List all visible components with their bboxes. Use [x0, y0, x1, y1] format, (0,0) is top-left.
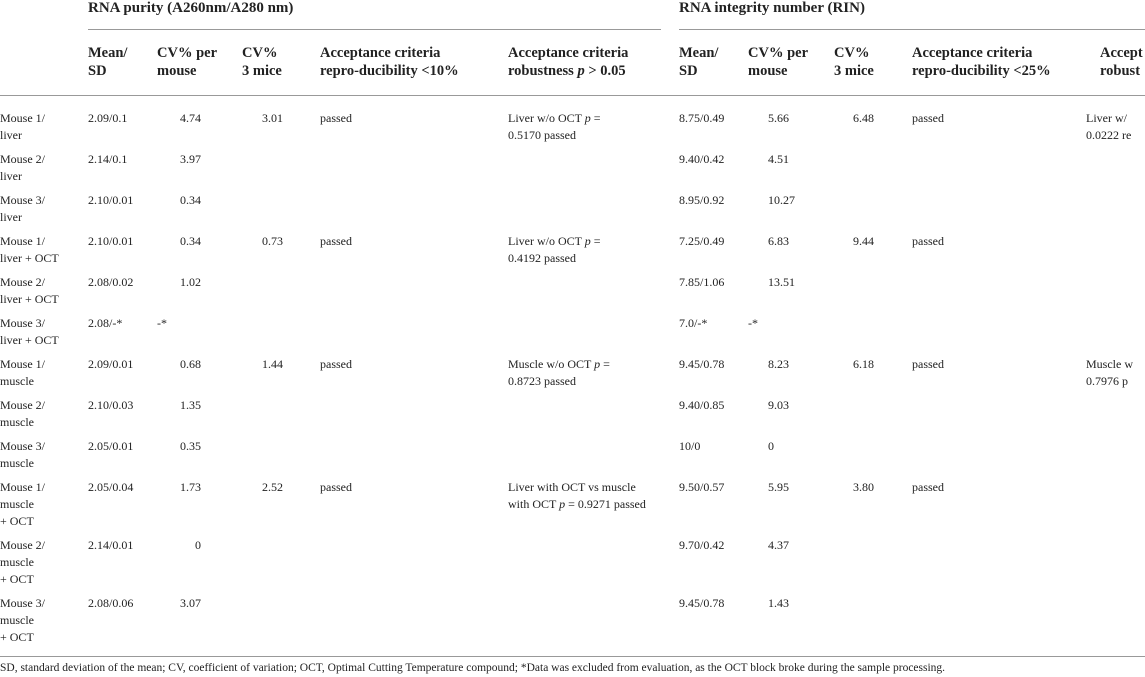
table-cell-p-cv3: 1.44: [262, 357, 283, 371]
col-header-mean-sd-purity: Mean/SD: [88, 45, 128, 79]
table-cell-r-mean: 8.75/0.49: [679, 111, 725, 125]
table-cell-r-cv: 6.83: [768, 234, 789, 248]
table-cell-r-cv: 5.66: [768, 111, 789, 125]
table-cell-p-robust: Liver w/o OCT p = 0.4192 passed: [508, 234, 601, 265]
table-cell-p-mean: 2.10/0.01: [88, 193, 134, 207]
group-title-rna-purity: RNA purity (A260nm/A280 nm): [88, 0, 294, 16]
table-cell-p-mean: 2.10/0.03: [88, 398, 134, 412]
table-cell-r-repro: passed: [912, 234, 944, 248]
table-cell-r-robust: Muscle w 0.7976 p: [1086, 357, 1133, 388]
table-cell-p-cv: 0.68: [180, 357, 201, 371]
col-header-acc-repro-10: Acceptance criteria repro-ducibility <10%: [320, 45, 459, 79]
table-cell-r-repro: passed: [912, 357, 944, 371]
table-cell-label: Mouse 3/liver + OCT: [0, 316, 59, 347]
table-cell-r-cv: 13.51: [768, 275, 795, 289]
table-cell-r-mean: 7.25/0.49: [679, 234, 725, 248]
col-header-cv-per-mouse-purity: CV% per mouse: [157, 45, 218, 79]
table-cell-r-mean: 9.45/0.78: [679, 357, 725, 371]
col-header-cv-per-mouse-rin: CV% per mouse: [748, 45, 809, 79]
group-rule-rin: [679, 29, 1145, 30]
table-cell-p-robust: Liver w/o OCT p = 0.5170 passed: [508, 111, 601, 142]
table-cell-r-cv: 1.43: [768, 596, 789, 610]
table-cell-r-cv: 5.95: [768, 480, 789, 494]
table-cell-label: Mouse 1/liver: [0, 111, 45, 142]
table-cell-r-repro: passed: [912, 111, 944, 125]
table-cell-r-cv: 10.27: [768, 193, 795, 207]
table-cell-p-mean: 2.08/0.06: [88, 596, 134, 610]
table-cell-p-repro: passed: [320, 357, 352, 371]
table-cell-label: Mouse 3/muscle + OCT: [0, 596, 45, 644]
table-cell-label: Mouse 1/muscle: [0, 357, 45, 388]
table-cell-p-robust: Muscle w/o OCT p = 0.8723 passed: [508, 357, 610, 388]
table-cell-r-cv: 4.51: [768, 152, 789, 166]
table-cell-r-cv3: 9.44: [853, 234, 874, 248]
table-cell-r-cv: 0: [768, 439, 774, 453]
table-cell-p-cv3: 2.52: [262, 480, 283, 494]
table-cell-r-cv3: 3.80: [853, 480, 874, 494]
table-cell-r-cv3: 6.48: [853, 111, 874, 125]
table-cell-p-cv: 1.35: [180, 398, 201, 412]
col-header-cv-3mice-purity: CV% 3 mice: [242, 45, 282, 79]
table-cell-p-repro: passed: [320, 111, 352, 125]
table-cell-p-robust: Liver with OCT vs muscle with OCT p = 0.9…: [508, 480, 646, 511]
table-cell-p-mean: 2.05/0.04: [88, 480, 134, 494]
table-cell-r-mean: 7.85/1.06: [679, 275, 725, 289]
table-cell-p-mean: 2.09/0.01: [88, 357, 134, 371]
table-cell-p-cv: 0.34: [180, 193, 201, 207]
table-cell-r-mean: 7.0/-*: [679, 316, 708, 330]
table-cell-p-cv: 1.73: [180, 480, 201, 494]
table-cell-p-mean: 2.14/0.01: [88, 538, 134, 552]
table-cell-r-mean: 9.50/0.57: [679, 480, 725, 494]
col-header-acc-repro-25: Acceptance criteria repro-ducibility <25%: [912, 45, 1051, 79]
bottom-rule: [0, 656, 1145, 657]
table-cell-r-mean: 9.40/0.42: [679, 152, 725, 166]
table-cell-p-cv: 3.97: [180, 152, 201, 166]
table-cell-label: Mouse 3/muscle: [0, 439, 45, 470]
table-cell-p-cv: 0: [195, 538, 201, 552]
table-cell-p-mean: 2.08/0.02: [88, 275, 134, 289]
header-rule: [0, 95, 1145, 96]
col-header-mean-sd-rin: Mean/SD: [679, 45, 719, 79]
col-header-acc-robust-rin: Accept robust: [1100, 45, 1143, 79]
table-cell-r-mean: 10/0: [679, 439, 701, 453]
table-cell-r-cv3: 6.18: [853, 357, 874, 371]
table-cell-p-mean: 2.09/0.1: [88, 111, 128, 125]
table-cell-r-mean: 9.45/0.78: [679, 596, 725, 610]
table-cell-r-cv: 8.23: [768, 357, 789, 371]
table-cell-p-mean: 2.14/0.1: [88, 152, 128, 166]
table-cell-p-cv: 1.02: [180, 275, 201, 289]
group-rule-purity: [88, 29, 661, 30]
table-cell-r-mean: 9.70/0.42: [679, 538, 725, 552]
table-footnote: SD, standard deviation of the mean; CV, …: [0, 662, 946, 674]
table-cell-r-cv: 4.37: [768, 538, 789, 552]
table-cell-r-mean: 9.40/0.85: [679, 398, 725, 412]
table-cell-p-repro: passed: [320, 234, 352, 248]
table-cell-r-cv: -*: [748, 316, 758, 330]
group-title-rna-integrity: RNA integrity number (RIN): [679, 0, 865, 16]
table-cell-p-cv: 0.35: [180, 439, 201, 453]
table-cell-p-cv: 4.74: [180, 111, 201, 125]
table-cell-label: Mouse 1/liver + OCT: [0, 234, 59, 265]
table-cell-p-repro: passed: [320, 480, 352, 494]
table-cell-label: Mouse 1/muscle + OCT: [0, 480, 45, 528]
table-cell-p-cv: 3.07: [180, 596, 201, 610]
table-cell-p-cv: 0.34: [180, 234, 201, 248]
table-cell-p-mean: 2.08/-*: [88, 316, 123, 330]
table-cell-p-cv3: 0.73: [262, 234, 283, 248]
table-cell-label: Mouse 2/muscle + OCT: [0, 538, 45, 586]
table-cell-r-repro: passed: [912, 480, 944, 494]
table-cell-r-cv: 9.03: [768, 398, 789, 412]
table-cell-p-cv3: 3.01: [262, 111, 283, 125]
table-cell-p-mean: 2.10/0.01: [88, 234, 134, 248]
table-cell-p-mean: 2.05/0.01: [88, 439, 134, 453]
table-cell-p-cv: -*: [157, 316, 167, 330]
table-cell-label: Mouse 2/liver + OCT: [0, 275, 59, 306]
table-cell-label: Mouse 3/liver: [0, 193, 45, 224]
col-header-cv-3mice-rin: CV% 3 mice: [834, 45, 874, 79]
table-cell-r-robust: Liver w/0.0222 re: [1086, 111, 1132, 142]
table-cell-label: Mouse 2/muscle: [0, 398, 45, 429]
col-header-acc-robust-purity: Acceptance criteria robustness p > 0.05: [508, 45, 629, 79]
table-cell-r-mean: 8.95/0.92: [679, 193, 725, 207]
table-cell-label: Mouse 2/liver: [0, 152, 45, 183]
